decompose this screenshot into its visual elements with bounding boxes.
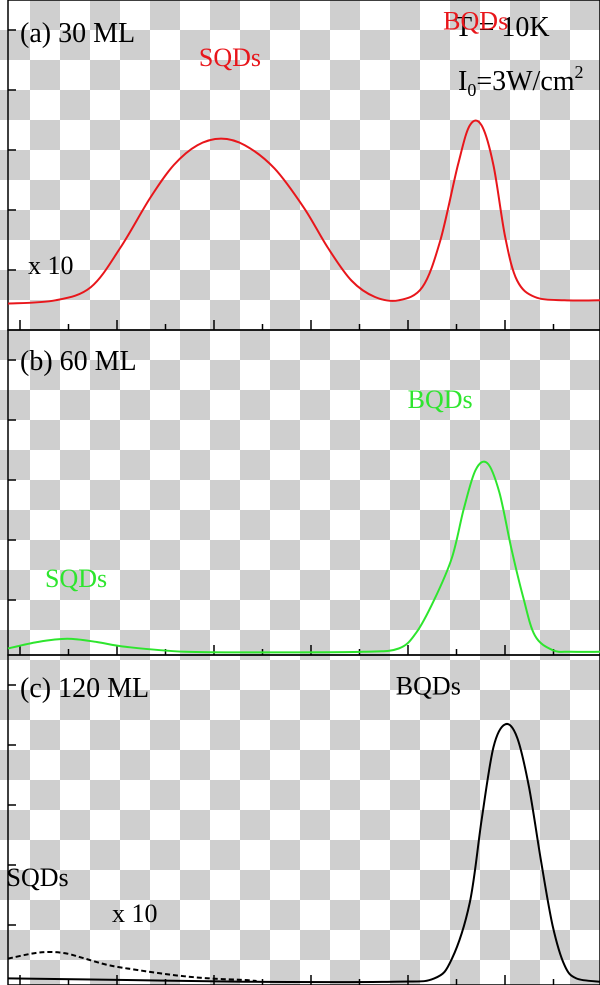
panel-c-series-dashed-line <box>7 950 257 982</box>
panel-b-peak-label-bqds: BQDs <box>408 385 473 414</box>
panel-c: (c) 120 ML x 10 BQDs SQDs <box>7 654 600 985</box>
panel-b-series-solid-line <box>7 460 600 654</box>
intensity-prefix: I <box>458 66 467 97</box>
intensity-label: I0=3W/cm2 <box>458 62 584 100</box>
panel-a: (a) 30 ML T = 10K I0=3W/cm2 x 10 SQDs BQD… <box>7 0 600 331</box>
panel-c-peak-label-bqds: BQDs <box>396 672 461 701</box>
panel-b-label: (b) 60 ML <box>20 346 137 377</box>
intensity-sup: 2 <box>575 62 584 82</box>
intensity-mid: =3W/cm <box>476 66 574 97</box>
panel-c-peak-label-sqds: SQDs <box>7 863 69 892</box>
panel-a-label: (a) 30 ML <box>20 18 135 49</box>
panel-b-peak-label-sqds: SQDs <box>45 564 107 593</box>
panel-a-plot: SQDs BQDs <box>7 7 600 305</box>
panel-b-ticks <box>8 359 555 655</box>
panel-a-peak-label-bqds: BQDs <box>443 7 508 36</box>
panel-c-plot: BQDs SQDs <box>7 672 600 984</box>
temperature-label: T = 10K <box>455 12 550 43</box>
panel-a-series-solid-line <box>7 119 600 305</box>
panel-c-frame <box>7 654 600 985</box>
panel-b-plot: SQDs BQDs <box>7 385 600 654</box>
panel-c-series-solid-line <box>7 722 600 984</box>
panel-b-frame <box>7 329 600 656</box>
panel-b: (b) 60 ML SQDs BQDs <box>7 329 600 656</box>
panel-c-scale-label: x 10 <box>112 899 158 928</box>
panel-a-ticks <box>8 29 555 330</box>
panel-a-peak-label-sqds: SQDs <box>199 43 261 72</box>
panel-a-scale-label: x 10 <box>28 251 74 280</box>
panel-c-label: (c) 120 ML <box>20 673 149 704</box>
intensity-sub: 0 <box>467 80 476 100</box>
panel-c-ticks <box>8 684 555 985</box>
